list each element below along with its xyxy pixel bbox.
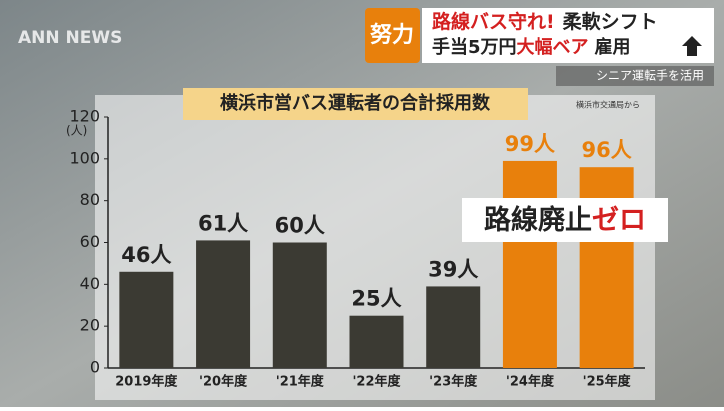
y-tick-label: 0 — [90, 358, 100, 377]
chart-title: 横浜市営バス運転者の合計採用数 — [220, 92, 491, 114]
headline-2: 手当5万円大幅ベア 雇用 — [432, 36, 631, 58]
logo: ANN NEWS — [18, 28, 122, 48]
bar — [349, 315, 404, 368]
y-tick-label: 60 — [80, 232, 100, 251]
bar — [502, 160, 557, 368]
x-tick-label: '22年度 — [352, 374, 401, 390]
bar — [119, 271, 174, 368]
bar — [426, 286, 481, 368]
y-tick-label: 100 — [69, 148, 100, 167]
headline-box — [422, 8, 714, 63]
x-tick-label: '24年度 — [506, 374, 555, 390]
x-tick-label: '25年度 — [583, 374, 632, 390]
sub-headline: シニア運転手を活用 — [596, 69, 704, 83]
bar — [196, 240, 251, 368]
badge: 努力 — [370, 22, 414, 48]
x-tick-label: '21年度 — [276, 374, 325, 390]
headline-1: 路線バス守れ! 柔軟シフト — [432, 10, 658, 33]
bar — [272, 242, 327, 368]
y-tick-label: 80 — [80, 190, 100, 209]
value-label: 96人 — [582, 138, 632, 162]
y-unit: (人) — [66, 124, 87, 138]
value-label: 25人 — [351, 287, 401, 311]
value-label: 39人 — [428, 257, 478, 281]
value-label: 46人 — [121, 243, 171, 267]
y-tick-label: 120 — [69, 107, 100, 126]
value-label: 60人 — [275, 214, 325, 238]
source: 横浜市交通局から — [576, 100, 640, 110]
annotation: 路線廃止ゼロ — [484, 204, 646, 236]
value-label: 61人 — [198, 211, 248, 235]
x-tick-label: 2019年度 — [115, 374, 178, 390]
title-box — [183, 88, 528, 120]
badge-box — [365, 8, 420, 63]
plot: 0 20 40 60 80 100 120 2019年度 46人 '20年度 61人 '21年度 60人… — [69, 107, 645, 390]
x-tick-label: '23年度 — [429, 374, 478, 390]
value-label: 99人 — [505, 132, 555, 156]
up-arrow — [682, 36, 702, 56]
sub-box — [556, 66, 714, 86]
y-tick-label: 20 — [80, 316, 100, 335]
annotation-box — [462, 198, 668, 242]
x-tick-label: '20年度 — [199, 374, 248, 390]
bar — [579, 167, 634, 368]
y-tick-label: 40 — [80, 274, 100, 293]
